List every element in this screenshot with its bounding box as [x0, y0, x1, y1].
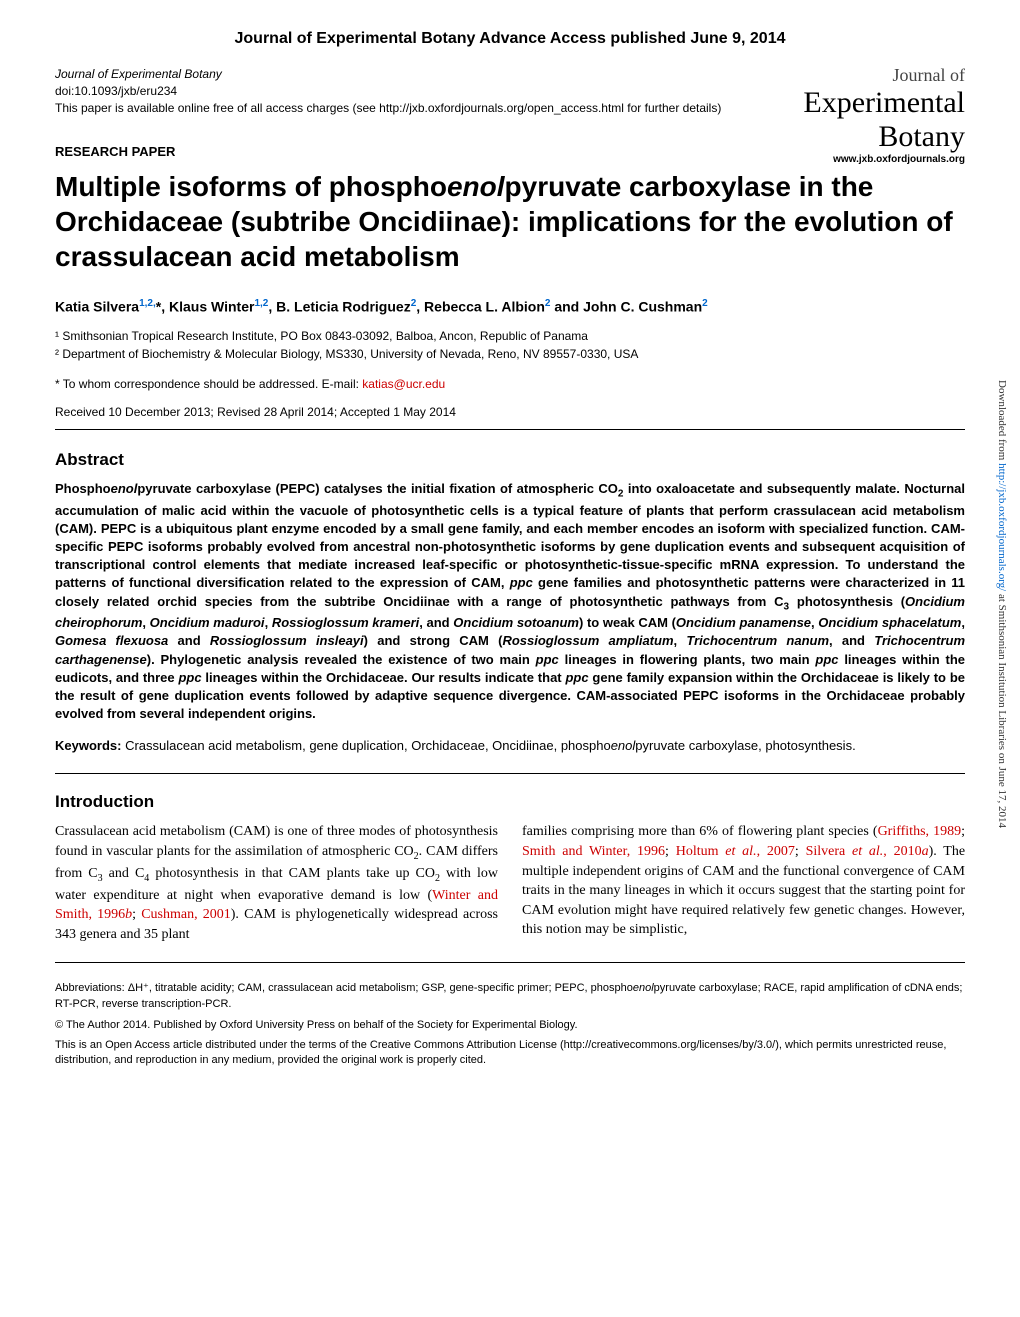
abbreviations: Abbreviations: ΔH⁺, titratable acidity; …: [55, 981, 965, 1012]
correspondence-email-link[interactable]: katias@ucr.edu: [362, 377, 445, 391]
correspondence: * To whom correspondence should be addre…: [55, 377, 965, 391]
author1-sup[interactable]: 1,2,: [139, 298, 156, 309]
keywords-text: Crassulacean acid metabolism, gene dupli…: [121, 738, 855, 753]
advance-access-header: Journal of Experimental Botany Advance A…: [55, 30, 965, 48]
introduction-columns: Crassulacean acid metabolism (CAM) is on…: [55, 822, 965, 944]
logo-line1: Journal of: [803, 65, 965, 86]
download-sidebar: Downloaded from http://jxb.oxfordjournal…: [996, 380, 1008, 828]
journal-logo: Journal of Experimental Botany www.jxb.o…: [803, 65, 965, 165]
received-dates: Received 10 December 2013; Revised 28 Ap…: [55, 405, 965, 419]
keywords-label: Keywords:: [55, 738, 121, 753]
abstract-body: Phosphoenolpyruvate carboxylase (PEPC) c…: [55, 480, 965, 723]
affiliation1: ¹ Smithsonian Tropical Research Institut…: [55, 327, 965, 345]
logo-line3: Botany: [803, 120, 965, 154]
sidebar-suffix: at Smithsonian Institution Libraries on …: [996, 591, 1008, 828]
author2-sup[interactable]: 1,2: [254, 298, 268, 309]
sidebar-link[interactable]: http://jxb.oxfordjournals.org/: [996, 463, 1008, 591]
author2: , Klaus Winter: [161, 299, 254, 315]
introduction-heading: Introduction: [55, 792, 965, 812]
logo-line2: Experimental: [803, 86, 965, 120]
rule-before-footer: [55, 962, 965, 963]
title-part1: Multiple isoforms of phospho: [55, 171, 447, 202]
authors-line: Katia Silvera1,2,*, Klaus Winter1,2, B. …: [55, 298, 965, 315]
logo-url: www.jxb.oxfordjournals.org: [803, 154, 965, 165]
title-italic: enol: [447, 171, 505, 202]
keywords-block: Keywords: Crassulacean acid metabolism, …: [55, 737, 965, 755]
intro-col2: families comprising more than 6% of flow…: [522, 822, 965, 944]
intro-col1: Crassulacean acid metabolism (CAM) is on…: [55, 822, 498, 944]
license-text: This is an Open Access article distribut…: [55, 1038, 965, 1069]
author1: Katia Silvera: [55, 299, 139, 315]
copyright: © The Author 2014. Published by Oxford U…: [55, 1018, 965, 1033]
author3: , B. Leticia Rodriguez: [268, 299, 410, 315]
affiliations: ¹ Smithsonian Tropical Research Institut…: [55, 327, 965, 363]
sidebar-prefix: Downloaded from: [996, 380, 1008, 463]
author4: , Rebecca L. Albion: [416, 299, 545, 315]
correspondence-text: * To whom correspondence should be addre…: [55, 377, 362, 391]
author5: and John C. Cushman: [550, 299, 702, 315]
rule-after-keywords: [55, 773, 965, 774]
footer-block: Abbreviations: ΔH⁺, titratable acidity; …: [55, 981, 965, 1068]
abstract-heading: Abstract: [55, 450, 965, 470]
rule-after-received: [55, 429, 965, 430]
author5-sup[interactable]: 2: [702, 298, 708, 309]
affiliation2: ² Department of Biochemistry & Molecular…: [55, 345, 965, 363]
article-title: Multiple isoforms of phosphoenolpyruvate…: [55, 169, 965, 274]
